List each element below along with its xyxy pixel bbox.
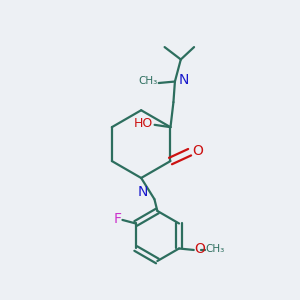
Text: N: N <box>137 185 148 199</box>
Text: O: O <box>194 242 205 256</box>
Text: O: O <box>192 144 203 158</box>
Text: CH₃: CH₃ <box>139 76 158 86</box>
Text: CH₃: CH₃ <box>205 244 224 254</box>
Text: F: F <box>114 212 122 226</box>
Text: N: N <box>179 73 189 87</box>
Text: HO: HO <box>134 117 153 130</box>
